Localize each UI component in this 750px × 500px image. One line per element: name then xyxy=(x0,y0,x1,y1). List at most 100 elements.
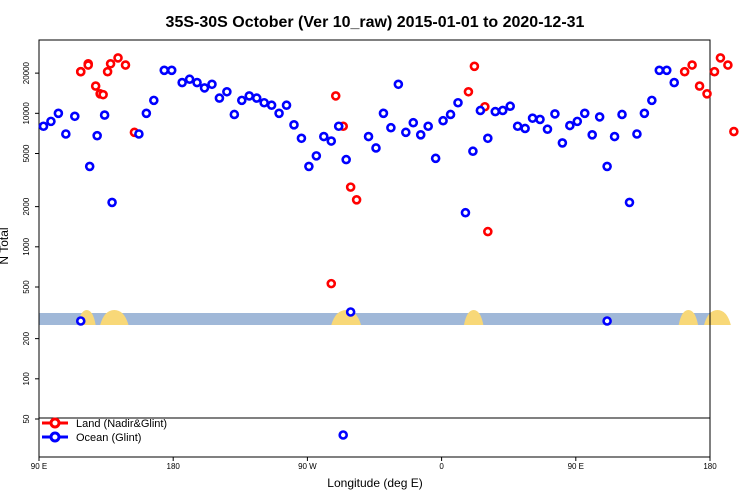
x-tick-label: 90 W xyxy=(298,462,317,471)
data-point xyxy=(289,120,299,130)
y-tick-label: 50 xyxy=(22,414,31,423)
y-tick-label: 100 xyxy=(22,372,31,386)
data-point xyxy=(475,105,486,116)
data-point xyxy=(259,97,269,108)
data-point xyxy=(520,123,530,134)
data-point xyxy=(159,65,170,76)
data-point xyxy=(83,60,94,70)
landmask-land xyxy=(704,310,731,325)
data-point xyxy=(709,66,720,77)
data-point xyxy=(469,61,480,72)
data-point xyxy=(408,117,419,128)
data-point xyxy=(460,207,471,218)
data-point xyxy=(113,53,123,63)
data-point xyxy=(386,122,396,133)
data-point xyxy=(579,108,590,119)
y-tick-label: 5000 xyxy=(22,144,31,162)
data-point xyxy=(90,81,101,91)
data-point-outlier xyxy=(338,430,348,440)
data-point xyxy=(149,95,159,106)
data-point xyxy=(483,133,493,144)
landmask-band xyxy=(39,310,731,325)
data-point xyxy=(430,153,441,164)
data-point xyxy=(229,109,240,120)
data-point xyxy=(632,129,642,139)
data-point xyxy=(222,86,232,97)
data-point xyxy=(207,79,217,90)
x-tick-label: 180 xyxy=(167,462,181,471)
data-point xyxy=(84,161,95,172)
data-point xyxy=(326,278,337,289)
data-point xyxy=(69,111,80,122)
x-tick-label: 90 E xyxy=(31,462,47,471)
x-tick-label: 180 xyxy=(703,462,717,471)
data-point xyxy=(319,131,329,142)
data-point xyxy=(53,108,64,119)
data-point xyxy=(602,161,612,172)
data-point xyxy=(497,105,508,116)
data-point xyxy=(702,89,712,99)
x-tick-label: 0 xyxy=(439,462,444,471)
legend-land-marker xyxy=(49,417,61,429)
data-point xyxy=(715,53,726,63)
landmask-ocean xyxy=(39,313,710,325)
data-point xyxy=(535,114,545,125)
data-point xyxy=(330,91,341,101)
landmask-land xyxy=(463,310,484,325)
data-point xyxy=(99,110,110,120)
data-point xyxy=(134,129,144,139)
data-point xyxy=(281,100,292,111)
data-point xyxy=(512,121,523,132)
data-point xyxy=(266,100,277,111)
data-point xyxy=(326,136,337,146)
data-point xyxy=(505,101,515,112)
data-point xyxy=(445,109,456,120)
data-point-outlier xyxy=(75,316,86,326)
data-point xyxy=(415,130,426,140)
data-point xyxy=(687,60,697,70)
y-tick-label: 500 xyxy=(22,280,31,294)
data-point xyxy=(438,115,448,126)
data-point xyxy=(463,86,474,97)
data-point xyxy=(345,182,356,192)
landmask-land xyxy=(100,310,129,325)
data-point xyxy=(236,95,247,106)
data-point xyxy=(107,197,117,208)
data-point-outlier xyxy=(345,307,356,317)
data-point xyxy=(647,95,657,106)
data-point xyxy=(557,138,568,148)
data-point xyxy=(587,130,598,140)
data-point xyxy=(617,109,627,120)
data-point xyxy=(120,60,131,70)
x-tick-label: 90 E xyxy=(568,462,584,471)
data-point xyxy=(46,116,56,127)
data-point xyxy=(654,65,665,76)
data-points xyxy=(38,53,739,440)
chart-title: 35S-30S October (Ver 10_raw) 2015-01-01 … xyxy=(166,14,585,31)
data-point xyxy=(565,120,575,131)
landmask-land xyxy=(678,310,699,325)
data-point xyxy=(38,121,49,132)
data-point xyxy=(311,151,322,161)
data-point xyxy=(296,133,307,144)
data-point xyxy=(542,124,553,135)
axes: 90 E 180 90 W 0 90 E 180 500 1000 2000 5000 10000 2… xyxy=(22,39,717,471)
y-tick-label: 20000 xyxy=(22,61,31,84)
y-tick-label: 10000 xyxy=(22,102,31,125)
data-point xyxy=(679,66,690,77)
data-point xyxy=(572,116,583,127)
data-point xyxy=(624,197,635,208)
legend-land-label: Land (Nadir&Glint) xyxy=(76,418,167,430)
data-point xyxy=(393,79,404,90)
data-point xyxy=(98,89,108,100)
data-point xyxy=(92,130,102,141)
legend: Land (Nadir&Glint) Ocean (Glint) xyxy=(42,417,167,444)
data-point xyxy=(661,65,672,76)
data-point xyxy=(244,91,255,101)
data-point xyxy=(333,121,344,132)
data-point xyxy=(351,194,362,205)
data-point xyxy=(341,154,351,165)
data-point xyxy=(378,108,389,119)
data-point xyxy=(166,65,177,76)
